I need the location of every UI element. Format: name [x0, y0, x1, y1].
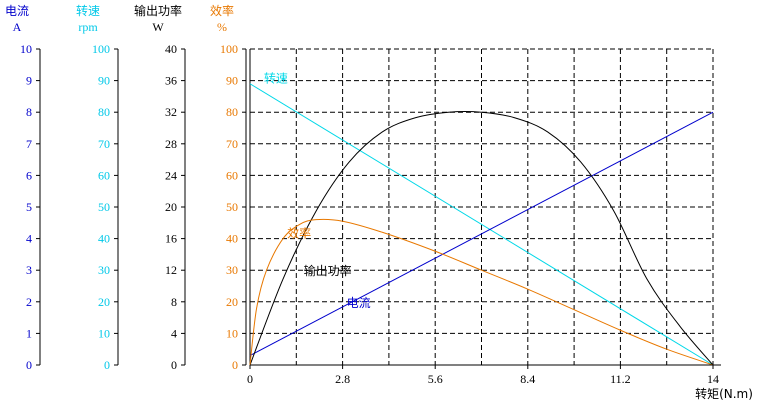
- y-tick-label: 40: [165, 42, 177, 56]
- y-tick-label: 80: [226, 105, 238, 119]
- y-axis-unit: W: [152, 20, 164, 34]
- y-tick-label: 70: [226, 137, 238, 151]
- y-tick-label: 60: [98, 168, 110, 182]
- y-tick-label: 50: [98, 200, 110, 214]
- y-tick-label: 90: [226, 74, 238, 88]
- y-tick-label: 8: [26, 105, 32, 119]
- series-line-1: [249, 111, 714, 356]
- x-tick-label: 5.6: [428, 372, 443, 386]
- y-tick-label: 70: [98, 137, 110, 151]
- y-tick-label: 8: [171, 295, 177, 309]
- series-label: 转速: [264, 70, 288, 85]
- y-axis-title: 电流: [5, 4, 29, 18]
- y-tick-label: 1: [26, 326, 32, 340]
- x-tick-label: 2.8: [335, 372, 350, 386]
- y-tick-label: 12: [165, 263, 177, 277]
- series-line-0: [249, 83, 714, 366]
- y-tick-label: 0: [171, 358, 177, 372]
- y-tick-label: 10: [98, 326, 110, 340]
- y-tick-label: 28: [165, 137, 177, 151]
- y-tick-label: 90: [98, 74, 110, 88]
- y-tick-label: 24: [165, 168, 177, 182]
- y-tick-label: 32: [165, 105, 177, 119]
- series-line-2: [249, 111, 714, 366]
- y-tick-label: 30: [98, 263, 110, 277]
- y-tick-label: 60: [226, 168, 238, 182]
- y-tick-label: 0: [232, 358, 238, 372]
- y-tick-label: 0: [104, 358, 110, 372]
- y-axis-0: 电流 A 0 1 2 3 4 5 6 7 8 9 10: [5, 4, 41, 372]
- x-tick-label: 8.4: [520, 372, 535, 386]
- y-axes: 电流A012345678910转速rpm01020304050607080901…: [5, 3, 247, 372]
- y-tick-label: 20: [98, 295, 110, 309]
- y-tick-label: 4: [26, 232, 32, 246]
- series-line-3: [249, 218, 714, 366]
- series-label: 输出功率: [304, 263, 352, 278]
- y-tick-label: 20: [226, 295, 238, 309]
- y-axis-title: 输出功率: [134, 3, 182, 18]
- y-axis-3: 效率% 0 10 20 30 40 50 60 70 80 90 100: [210, 3, 247, 372]
- series-label: 效率: [287, 225, 311, 240]
- y-tick-label: 36: [165, 74, 177, 88]
- y-tick-label: 20: [165, 200, 177, 214]
- x-tick-label: 11.2: [610, 372, 631, 386]
- y-axis-2: 输出功率 W 0 4 8 12 16 20 24 28 32 36 40: [134, 3, 186, 372]
- x-tick-label: 14: [707, 372, 719, 386]
- y-tick-label: 40: [226, 232, 238, 246]
- y-tick-label: 100: [220, 42, 238, 56]
- y-tick-label: 0: [26, 358, 32, 372]
- y-tick-label: 7: [26, 137, 32, 151]
- y-tick-label: 6: [26, 168, 32, 182]
- y-tick-label: 40: [98, 232, 110, 246]
- x-axis-title: 转矩(N.m): [695, 386, 753, 401]
- series-label: 电流: [347, 296, 371, 310]
- y-tick-label: 2: [26, 295, 32, 309]
- y-tick-label: 5: [26, 200, 32, 214]
- y-tick-label: 10: [20, 42, 32, 56]
- y-tick-label: 30: [226, 263, 238, 277]
- y-axis-title: 转速: [76, 3, 100, 18]
- y-axis-1: 转速 rpm 0 10 20 30 40 50 60 70 80 90 100: [76, 3, 119, 372]
- grid: [249, 48, 714, 365]
- y-tick-label: 9: [26, 74, 32, 88]
- y-axis-unit: %: [217, 20, 227, 34]
- y-tick-label: 10: [226, 326, 238, 340]
- y-tick-label: 80: [98, 105, 110, 119]
- y-axis-unit: A: [13, 20, 22, 34]
- y-tick-label: 3: [26, 263, 32, 277]
- series: [249, 83, 714, 366]
- x-tick-label: 0: [247, 372, 253, 386]
- y-tick-label: 100: [92, 42, 110, 56]
- y-tick-label: 50: [226, 200, 238, 214]
- y-axis-unit: rpm: [78, 20, 98, 34]
- y-axis-title: 效率: [210, 3, 234, 18]
- y-tick-label: 4: [171, 326, 177, 340]
- y-tick-label: 16: [165, 232, 177, 246]
